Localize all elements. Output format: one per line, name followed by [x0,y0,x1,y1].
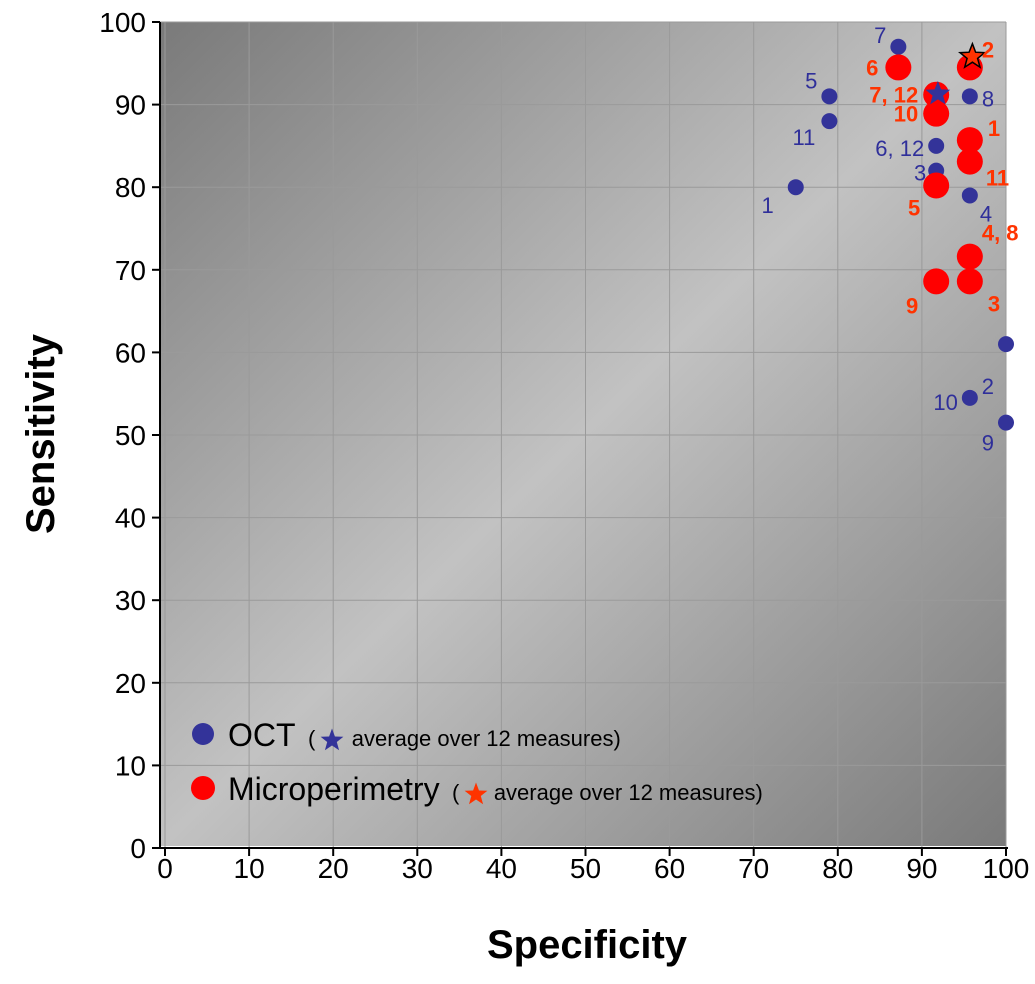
microperimetry-point [923,268,950,295]
oct-point-label: 4 [980,201,992,226]
microperimetry-point [923,100,950,127]
oct-point [961,187,978,204]
microperimetry-point [956,127,983,154]
microperimetry-point-label: 4, 8 [982,221,1019,246]
oct-point [928,137,945,154]
oct-point [787,179,804,196]
microperimetry-point [956,148,983,175]
legend-micro-open: ( [452,780,460,805]
oct-point [961,389,978,406]
legend-micro-name: Microperimetry [228,771,440,807]
microperimetry-point-label: 2 [982,37,994,62]
y-tick-label: 60 [115,337,146,368]
microperimetry-point-label: 3 [988,291,1000,316]
x-tick-label: 10 [234,853,265,884]
y-axis-title: Sensitivity [19,333,63,534]
oct-point [821,113,838,130]
y-tick-label: 70 [115,255,146,286]
oct-point-label: 8 [982,86,994,111]
legend-oct-star-icon [320,728,344,751]
legend-micro-note: average over 12 measures) [494,780,763,805]
legend-oct-open: ( [308,726,316,751]
x-tick-label: 40 [486,853,517,884]
microperimetry-point-label: 6 [866,55,878,80]
oct-point [890,38,907,55]
oct-point-label: 5 [805,68,817,93]
x-tick-label: 80 [822,853,853,884]
microperimetry-point [885,54,912,81]
x-tick-label: 100 [983,853,1030,884]
x-axis-title: Specificity [487,923,688,967]
oct-average-star [925,80,951,105]
y-tick-label: 0 [130,833,146,864]
plot-area [160,22,1006,846]
oct-point-label: 6, 12 [875,136,924,161]
y-tick-label: 30 [115,585,146,616]
legend-micro-line: Microperimetry ( average over 12 measure… [228,771,763,807]
y-tick-label: 20 [115,668,146,699]
oct-point-label: 11 [793,125,816,150]
oct-point [821,88,838,105]
microperimetry-point-label: 10 [894,102,918,127]
microperimetry-point [956,268,983,295]
microperimetry-point-label: 5 [908,196,920,221]
oct-point-label: 10 [933,390,957,415]
microperimetry-point [923,172,950,199]
oct-point-label: 3 [914,161,926,186]
y-tick-label: 10 [115,750,146,781]
legend-oct-name: OCT [228,717,296,753]
x-tick-label: 70 [738,853,769,884]
legend: OCT ( average over 12 measures) Microper… [191,717,763,807]
y-tick-label: 100 [99,7,146,38]
oct-point [998,336,1014,353]
microperimetry-average-star [958,41,987,69]
microperimetry-point-label: 1 [988,116,1000,141]
microperimetry-point-label: 9 [906,293,918,318]
legend-oct-marker [192,723,214,745]
x-tick-label: 20 [318,853,349,884]
x-tick-label: 50 [570,853,601,884]
legend-oct-note: average over 12 measures) [352,726,621,751]
x-tick-label: 0 [157,853,173,884]
legend-micro-marker [191,776,215,800]
legend-micro-star-icon [464,782,488,805]
oct-point-label: 7 [874,23,886,48]
ticks: 0 10 20 30 40 50 60 70 80 90 100 0 10 20 30 40 50 60 70 80 9… [99,7,1029,884]
oct-point [998,414,1014,431]
grid [160,21,1007,849]
y-tick-label: 90 [115,90,146,121]
microperimetry-point-label: 11 [986,166,1009,191]
x-tick-label: 60 [654,853,685,884]
oct-point-label: 9 [982,431,994,456]
oct-point-label: 1 [762,193,774,218]
microperimetry-point-label: 7, 12 [869,83,918,108]
y-tick-label: 40 [115,503,146,534]
y-tick-label: 80 [115,172,146,203]
legend-oct-line: OCT ( average over 12 measures) [228,717,621,753]
oct-point-label: 2 [982,374,994,399]
y-tick-label: 50 [115,420,146,451]
x-tick-label: 30 [402,853,433,884]
oct-point [961,88,978,105]
microperimetry-point [956,243,983,270]
x-tick-label: 90 [906,853,937,884]
